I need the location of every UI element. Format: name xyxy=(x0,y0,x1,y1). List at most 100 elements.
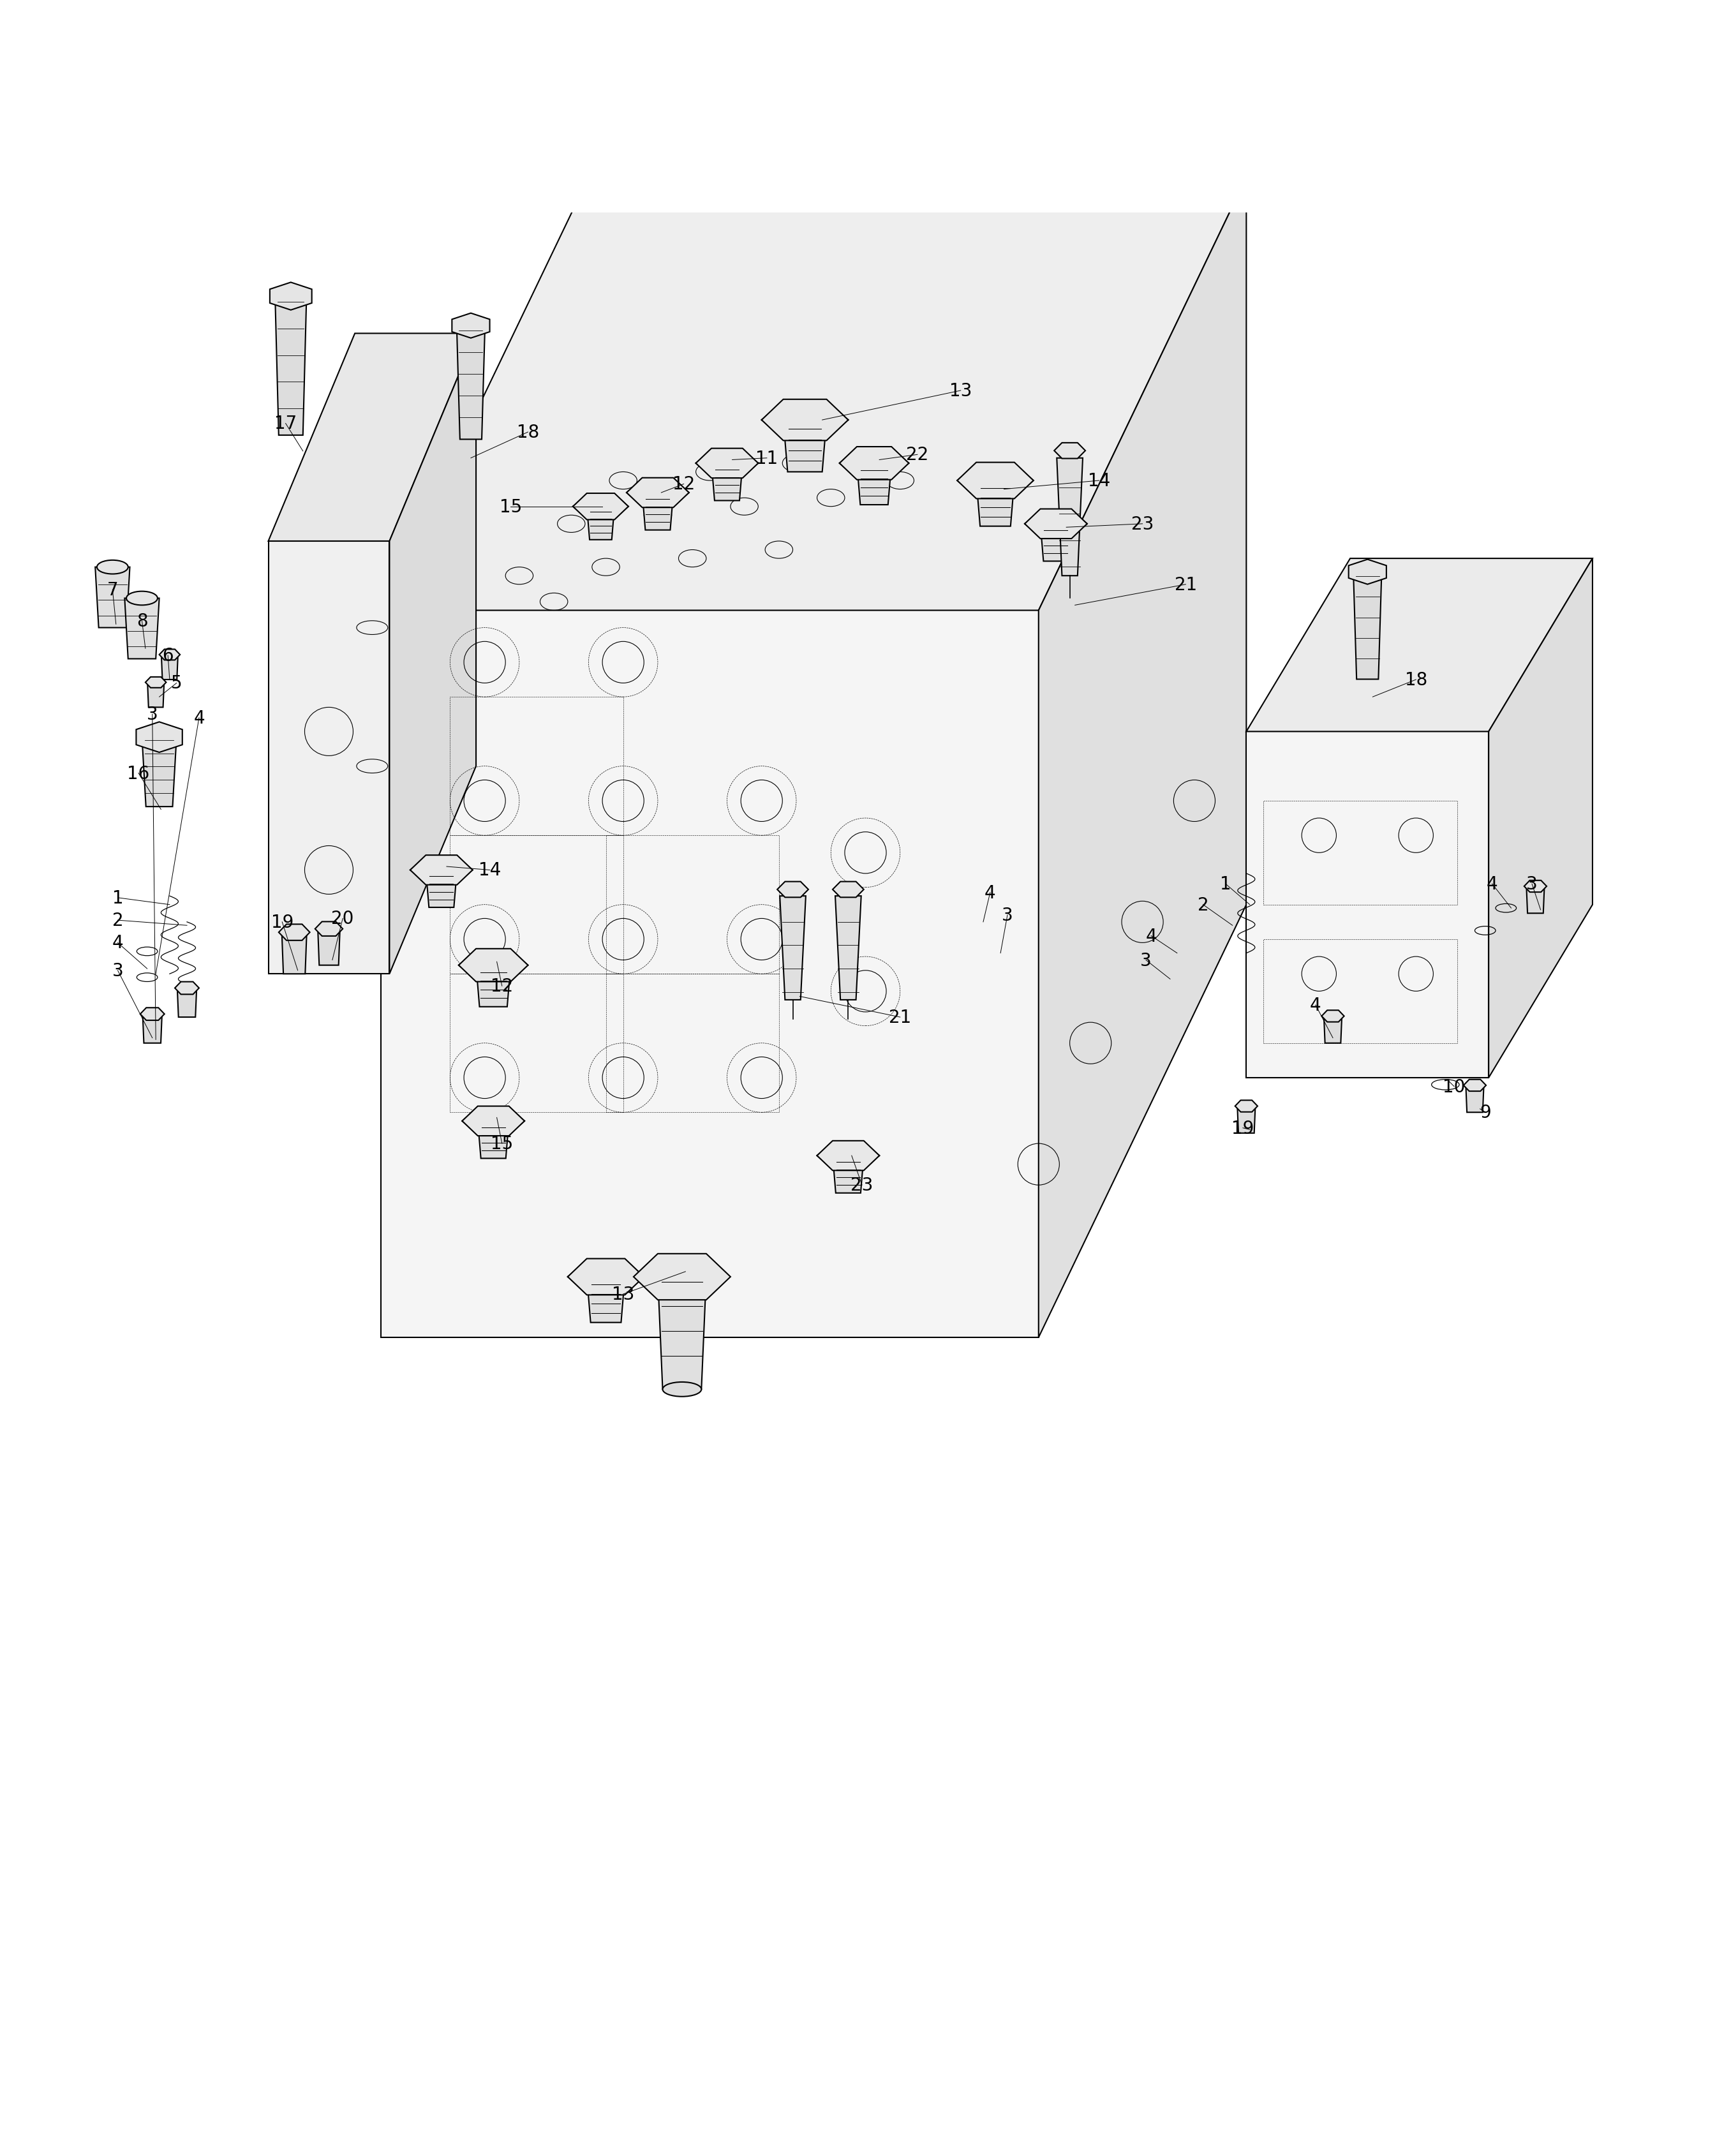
Polygon shape xyxy=(1025,509,1087,539)
Polygon shape xyxy=(1489,558,1593,1078)
Text: 14: 14 xyxy=(1089,472,1110,489)
Polygon shape xyxy=(95,567,130,627)
Polygon shape xyxy=(1054,444,1085,459)
Text: 2: 2 xyxy=(113,912,123,929)
Polygon shape xyxy=(833,1156,864,1192)
Polygon shape xyxy=(976,481,1014,526)
Polygon shape xyxy=(476,966,511,1007)
Polygon shape xyxy=(268,541,389,975)
Polygon shape xyxy=(140,1009,164,1020)
Text: 12: 12 xyxy=(492,977,512,996)
Polygon shape xyxy=(634,1255,730,1300)
Polygon shape xyxy=(478,1121,509,1158)
Text: 23: 23 xyxy=(850,1177,874,1194)
Text: 21: 21 xyxy=(890,1009,911,1026)
Polygon shape xyxy=(957,464,1033,498)
Polygon shape xyxy=(457,330,485,440)
Polygon shape xyxy=(1246,558,1593,731)
Polygon shape xyxy=(315,923,343,936)
Text: 4: 4 xyxy=(1146,927,1156,944)
Text: 3: 3 xyxy=(113,962,123,979)
Polygon shape xyxy=(1321,1011,1343,1022)
Polygon shape xyxy=(142,740,177,806)
Polygon shape xyxy=(1463,1080,1485,1091)
Polygon shape xyxy=(777,882,808,897)
Text: 19: 19 xyxy=(1231,1119,1255,1136)
Polygon shape xyxy=(410,856,473,886)
Text: 1: 1 xyxy=(1220,875,1231,893)
Text: 4: 4 xyxy=(1487,875,1497,893)
Text: 13: 13 xyxy=(611,1285,635,1302)
Polygon shape xyxy=(587,1276,625,1322)
Polygon shape xyxy=(573,494,628,520)
Ellipse shape xyxy=(126,591,158,606)
Polygon shape xyxy=(762,399,848,442)
Polygon shape xyxy=(840,446,909,481)
Ellipse shape xyxy=(97,561,128,573)
Polygon shape xyxy=(381,610,1039,1337)
Polygon shape xyxy=(587,507,615,541)
Text: 6: 6 xyxy=(163,647,173,664)
Text: 3: 3 xyxy=(1002,906,1013,925)
Text: 15: 15 xyxy=(492,1134,512,1153)
Text: 3: 3 xyxy=(147,705,158,724)
Polygon shape xyxy=(275,302,306,436)
Text: 11: 11 xyxy=(756,451,777,468)
Polygon shape xyxy=(459,949,528,981)
Text: 18: 18 xyxy=(518,423,538,442)
Text: 20: 20 xyxy=(331,910,355,927)
Text: 5: 5 xyxy=(171,675,182,692)
Polygon shape xyxy=(319,929,339,966)
Text: 22: 22 xyxy=(907,446,928,464)
Text: 17: 17 xyxy=(275,414,296,433)
Bar xyxy=(1264,802,1458,906)
Polygon shape xyxy=(381,179,1246,610)
Text: 19: 19 xyxy=(270,914,294,931)
Polygon shape xyxy=(147,683,164,707)
Polygon shape xyxy=(782,420,827,472)
Polygon shape xyxy=(1238,1106,1255,1134)
Text: 3: 3 xyxy=(1527,875,1537,893)
Ellipse shape xyxy=(663,1382,701,1397)
Polygon shape xyxy=(159,649,180,660)
Text: 4: 4 xyxy=(113,934,123,953)
Text: 3: 3 xyxy=(1141,951,1151,970)
Text: 21: 21 xyxy=(1175,576,1196,593)
Polygon shape xyxy=(627,479,689,509)
Polygon shape xyxy=(1234,1100,1257,1112)
Polygon shape xyxy=(175,983,199,994)
Polygon shape xyxy=(270,282,312,310)
Text: 4: 4 xyxy=(985,884,995,901)
Polygon shape xyxy=(389,334,476,975)
Text: 18: 18 xyxy=(1406,671,1426,690)
Polygon shape xyxy=(568,1259,644,1296)
Polygon shape xyxy=(1040,524,1071,561)
Polygon shape xyxy=(1527,886,1544,914)
Polygon shape xyxy=(696,448,758,479)
Polygon shape xyxy=(1466,1087,1483,1112)
Polygon shape xyxy=(1348,561,1387,584)
Bar xyxy=(450,696,623,837)
Text: 15: 15 xyxy=(500,498,521,515)
Polygon shape xyxy=(177,987,197,1018)
Text: 16: 16 xyxy=(128,765,149,783)
Text: 1: 1 xyxy=(113,888,123,908)
Text: 12: 12 xyxy=(673,476,694,494)
Polygon shape xyxy=(161,655,178,679)
Polygon shape xyxy=(1324,1015,1342,1044)
Text: 8: 8 xyxy=(137,612,147,630)
Text: 23: 23 xyxy=(1130,515,1155,533)
Polygon shape xyxy=(452,313,490,338)
Polygon shape xyxy=(282,934,306,975)
Text: 13: 13 xyxy=(949,382,973,399)
Bar xyxy=(606,837,779,975)
Polygon shape xyxy=(658,1276,706,1388)
Polygon shape xyxy=(268,334,476,541)
Polygon shape xyxy=(642,494,673,530)
Polygon shape xyxy=(1246,731,1489,1078)
Text: 4: 4 xyxy=(1310,996,1321,1013)
Polygon shape xyxy=(1039,179,1246,1337)
Polygon shape xyxy=(779,897,805,1000)
Polygon shape xyxy=(462,1106,524,1136)
Text: 2: 2 xyxy=(1198,897,1208,914)
